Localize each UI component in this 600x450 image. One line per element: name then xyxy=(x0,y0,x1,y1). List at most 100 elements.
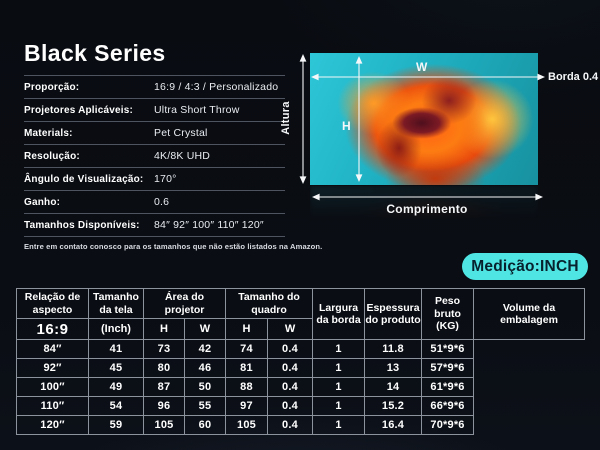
table-cell: 1 xyxy=(312,396,366,416)
table-cell: 61*9*6 xyxy=(421,377,475,397)
spec-label: Resolução: xyxy=(24,150,80,162)
table-row-120: 120″ 59 105 60 105 0.4 1 16.4 70*9*6 xyxy=(16,415,585,435)
table-cell: 15.2 xyxy=(364,396,423,416)
spec-value: 16:9 / 4:3 / Personalizado xyxy=(154,81,279,93)
page-title: Black Series xyxy=(24,40,166,66)
spec-label: Ângulo de Visualização: xyxy=(24,173,144,185)
table-sub-header-inch: (Inch) xyxy=(88,318,144,340)
table-cell: 59 xyxy=(88,415,144,435)
table-row-110: 110″ 54 96 55 97 0.4 1 15.2 66*9*6 xyxy=(16,396,585,416)
diagram-altura-label: Altura xyxy=(280,101,292,135)
table-cell: 0.4 xyxy=(266,415,314,435)
diagram-width-label: W xyxy=(416,60,428,74)
table-cell: 54 xyxy=(88,396,144,416)
table-col-header-espessura: Espessura do produto xyxy=(364,288,423,340)
spec-row-resolucao: Resolução: 4K/8K UHD xyxy=(24,144,285,167)
diagram-height-label: H xyxy=(342,119,351,133)
table-cell: 1 xyxy=(312,415,366,435)
spec-value: 0.6 xyxy=(154,196,170,208)
table-cell: 50 xyxy=(184,377,226,397)
table-cell: 1 xyxy=(312,377,366,397)
table-cell: 41 xyxy=(88,339,144,359)
table-cell: 66*9*6 xyxy=(421,396,475,416)
table-cell: 16.4 xyxy=(364,415,423,435)
table-col-header-peso: Peso bruto (KG) xyxy=(421,288,475,340)
table-cell: 11.8 xyxy=(364,339,423,359)
table-cell: 96 xyxy=(143,396,185,416)
table-cell: 45 xyxy=(88,358,144,378)
table-cell: 1 xyxy=(312,358,366,378)
size-spec-table: Relação de aspecto Tamanho da tela Área … xyxy=(16,288,586,435)
spec-label: Tamanhos Disponíveis: xyxy=(24,219,140,231)
table-row-100: 100″ 49 87 50 88 0.4 1 14 61*9*6 xyxy=(16,377,585,397)
table-cell: 14 xyxy=(364,377,423,397)
table-cell: 49 xyxy=(88,377,144,397)
spec-label: Proporção: xyxy=(24,81,80,93)
table-cell: 80 xyxy=(143,358,185,378)
comprimento-arrow-icon xyxy=(312,193,543,201)
table-cell: 42 xyxy=(184,339,226,359)
table-cell: 105 xyxy=(143,415,185,435)
table-sub-header-w: W xyxy=(184,318,226,340)
table-cell: 55 xyxy=(184,396,226,416)
table-sub-header-h: H xyxy=(143,318,185,340)
altura-arrow-icon xyxy=(299,54,307,184)
aspect-ratio-cell: 16:9 xyxy=(16,318,89,340)
table-cell: 0.4 xyxy=(266,377,314,397)
spec-value: 170° xyxy=(154,173,177,185)
table-row-84: 84″ 41 73 42 74 0.4 1 11.8 51*9*6 xyxy=(16,339,585,359)
table-cell: 74 xyxy=(225,339,268,359)
table-cell: 84″ xyxy=(16,339,89,359)
table-col-header-area-projetor: Área do projetor xyxy=(143,288,226,319)
table-cell: 110″ xyxy=(16,396,89,416)
spec-row-projetores: Projetores Aplicáveis: Ultra Short Throw xyxy=(24,98,285,121)
table-cell: 13 xyxy=(364,358,423,378)
table-cell: 0.4 xyxy=(266,358,314,378)
spec-row-ganho: Ganho: 0.6 xyxy=(24,190,285,213)
table-col-header-tamanho-quadro: Tamanho do quadro xyxy=(224,288,314,319)
table-cell: 0.4 xyxy=(266,339,314,359)
spec-value: Ultra Short Throw xyxy=(154,104,240,116)
table-cell: 0.4 xyxy=(266,396,314,416)
spec-value: 84″ 92″ 100″ 110″ 120″ xyxy=(154,219,264,231)
table-cell: 105 xyxy=(225,415,268,435)
table-cell: 70*9*6 xyxy=(421,415,475,435)
spec-row-angulo: Ângulo de Visualização: 170° xyxy=(24,167,285,190)
height-arrow-icon xyxy=(355,56,363,182)
spec-row-materials: Materials: Pet Crystal xyxy=(24,121,285,144)
table-cell: 60 xyxy=(184,415,226,435)
screen-artwork-image xyxy=(310,53,538,185)
diagram-comprimento-label: Comprimento xyxy=(386,202,468,216)
table-cell: 1 xyxy=(312,339,366,359)
table-cell: 88 xyxy=(225,377,268,397)
table-sub-header-h: H xyxy=(225,318,268,340)
diagram-borda-label: Borda 0.4 xyxy=(548,71,599,83)
spec-list: Proporção: 16:9 / 4:3 / Personalizado Pr… xyxy=(24,75,285,237)
table-cell: 51*9*6 xyxy=(421,339,475,359)
table-cell: 87 xyxy=(143,377,185,397)
table-cell: 73 xyxy=(143,339,185,359)
table-cell: 120″ xyxy=(16,415,89,435)
spec-row-proporcao: Proporção: 16:9 / 4:3 / Personalizado xyxy=(24,75,285,98)
table-row-92: 92″ 45 80 46 81 0.4 1 13 57*9*6 xyxy=(16,358,585,378)
table-cell: 97 xyxy=(225,396,268,416)
table-col-header-volume: Volume da embalagem xyxy=(473,288,586,340)
spec-label: Ganho: xyxy=(24,196,61,208)
spec-value: 4K/8K UHD xyxy=(154,150,211,162)
table-col-header-aspecto: Relação de aspecto xyxy=(16,288,89,319)
table-cell: 46 xyxy=(184,358,226,378)
spec-row-tamanhos: Tamanhos Disponíveis: 84″ 92″ 100″ 110″ … xyxy=(24,213,285,237)
table-sub-header-w: W xyxy=(266,318,314,340)
table-col-header-largura-borda: Largura da borda xyxy=(312,288,366,340)
table-cell: 57*9*6 xyxy=(421,358,475,378)
measurement-unit-badge: Medição:INCH xyxy=(462,253,588,280)
spec-label: Materials: xyxy=(24,127,73,139)
table-cell: 100″ xyxy=(16,377,89,397)
spec-label: Projetores Aplicáveis: xyxy=(24,104,134,116)
width-borda-arrow-icon xyxy=(311,73,545,81)
table-cell: 81 xyxy=(225,358,268,378)
spec-value: Pet Crystal xyxy=(154,127,208,139)
table-cell: 92″ xyxy=(16,358,89,378)
table-col-header-tamanho-tela: Tamanho da tela xyxy=(88,288,144,319)
